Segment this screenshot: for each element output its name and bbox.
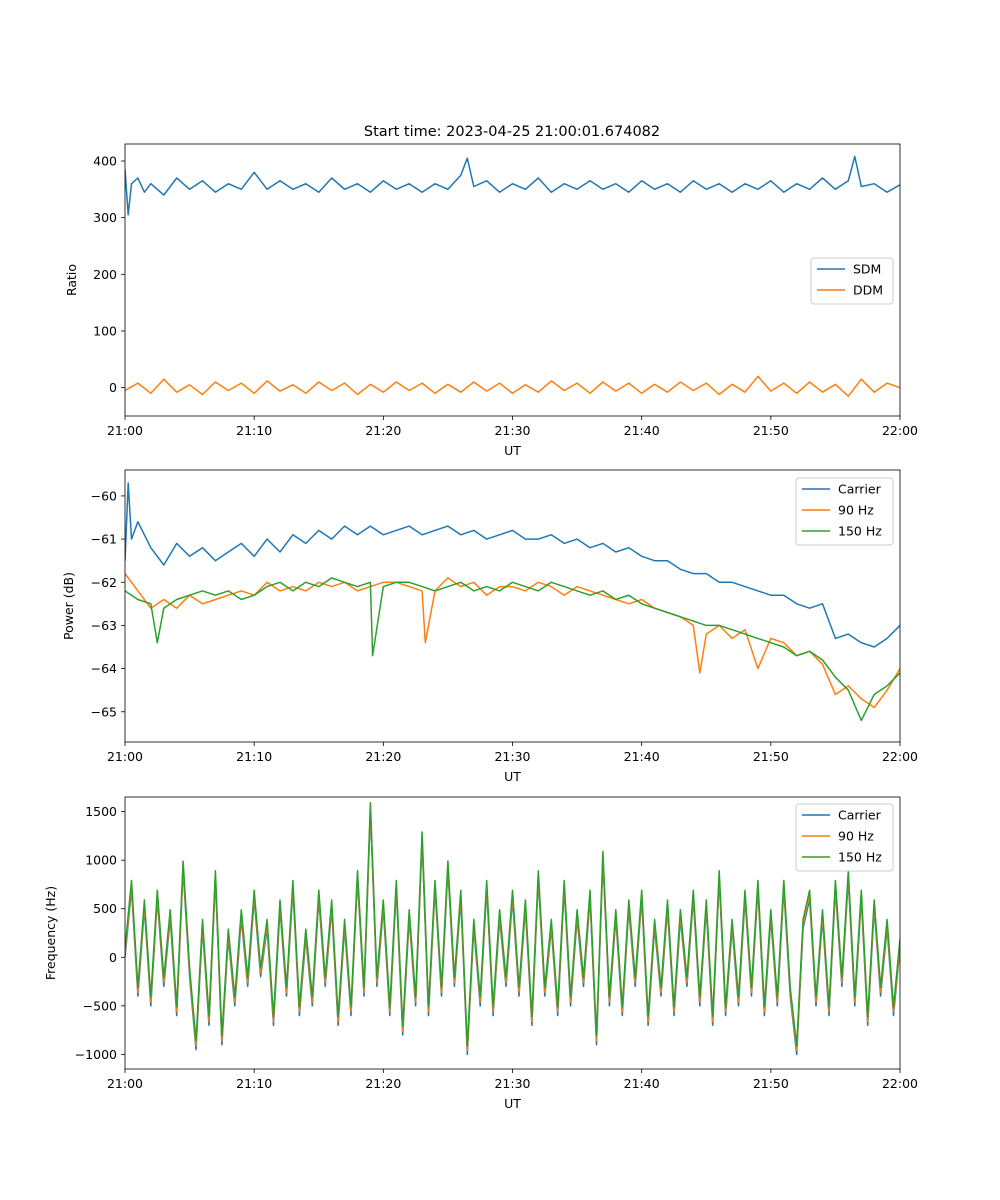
y-tick-label: −65 [91, 704, 117, 719]
legend-label: Carrier [838, 482, 882, 497]
x-tick-label: 21:40 [624, 749, 660, 764]
y-tick-label: 100 [93, 324, 117, 339]
y-tick-label: 400 [93, 154, 117, 169]
chart-panel-3: 21:00 21:10 21:20 21:30 21:40 21:50 22:00 −1000… [43, 796, 918, 1111]
legend: Carrier 90 Hz 150 Hz [795, 477, 894, 546]
x-tick-label: 21:30 [494, 423, 530, 438]
series-line-carrier [125, 482, 900, 648]
x-tick-label: 21:20 [365, 749, 401, 764]
legend-label: 150 Hz [838, 850, 882, 865]
x-tick-label: 21:50 [753, 1076, 789, 1091]
x-tick-label: 21:30 [494, 1076, 530, 1091]
x-tick-label: 21:30 [494, 749, 530, 764]
x-tick-label: 21:00 [107, 1076, 143, 1091]
x-tick-label: 21:10 [236, 423, 272, 438]
y-tick-label: 0 [109, 950, 117, 965]
x-axis-label: UT [504, 769, 521, 784]
charts-area: 21:00 21:10 21:20 21:30 21:40 21:50 22:00 0 100 2… [43, 143, 918, 1111]
y-tick-label: −62 [91, 575, 117, 590]
x-tick-label: 21:50 [753, 423, 789, 438]
y-tick-label: 0 [109, 380, 117, 395]
y-axis-label: Ratio [64, 264, 79, 296]
y-tick-label: −61 [91, 532, 117, 547]
x-tick-label: 21:20 [365, 423, 401, 438]
x-tick-label: 21:20 [365, 1076, 401, 1091]
legend-label: 90 Hz [838, 503, 874, 518]
y-axis-label: Power (dB) [61, 572, 76, 640]
x-axis-label: UT [504, 443, 521, 458]
x-tick-label: 22:00 [882, 423, 918, 438]
legend-label: Carrier [838, 808, 882, 823]
series-line-ddm [125, 375, 900, 397]
y-tick-label: −60 [91, 488, 117, 503]
x-tick-label: 21:00 [107, 423, 143, 438]
x-tick-label: 21:10 [236, 1076, 272, 1091]
x-tick-label: 21:40 [624, 423, 660, 438]
x-tick-label: 21:50 [753, 749, 789, 764]
figure-title: Start time: 2023-04-25 21:00:01.674082 [364, 124, 660, 140]
series-line-150-hz [125, 802, 900, 1047]
x-tick-label: 21:10 [236, 749, 272, 764]
legend-box [795, 803, 894, 872]
x-tick-label: 22:00 [882, 1076, 918, 1091]
y-tick-label: −1000 [75, 1047, 117, 1062]
y-tick-label: −500 [83, 998, 117, 1013]
legend-label: SDM [853, 262, 881, 277]
chart-panel-2: 21:00 21:10 21:20 21:30 21:40 21:50 22:00 −65 −6… [61, 469, 918, 784]
legend: Carrier 90 Hz 150 Hz [795, 803, 894, 872]
y-axis-label: Frequency (Hz) [43, 886, 58, 980]
x-tick-label: 21:00 [107, 749, 143, 764]
y-tick-label: 1500 [85, 804, 117, 819]
chart-panel-1: 21:00 21:10 21:20 21:30 21:40 21:50 22:00 0 100 2… [64, 143, 918, 458]
legend-box [795, 477, 894, 546]
legend-label: 90 Hz [838, 829, 874, 844]
x-tick-label: 21:40 [624, 1076, 660, 1091]
y-tick-label: 1000 [85, 853, 117, 868]
y-tick-label: 500 [93, 901, 117, 916]
y-tick-label: −63 [91, 618, 117, 633]
x-axis-label: UT [504, 1096, 521, 1111]
y-tick-label: −64 [91, 661, 117, 676]
y-tick-label: 300 [93, 210, 117, 225]
y-tick-label: 200 [93, 267, 117, 282]
legend-label: 150 Hz [838, 524, 882, 539]
series-line-sdm [125, 155, 900, 216]
x-tick-label: 22:00 [882, 749, 918, 764]
series-line-90-hz [125, 573, 900, 709]
legend-label: DDM [853, 283, 883, 298]
series-line-150-hz [125, 577, 900, 722]
legend: SDM DDM [810, 257, 894, 305]
